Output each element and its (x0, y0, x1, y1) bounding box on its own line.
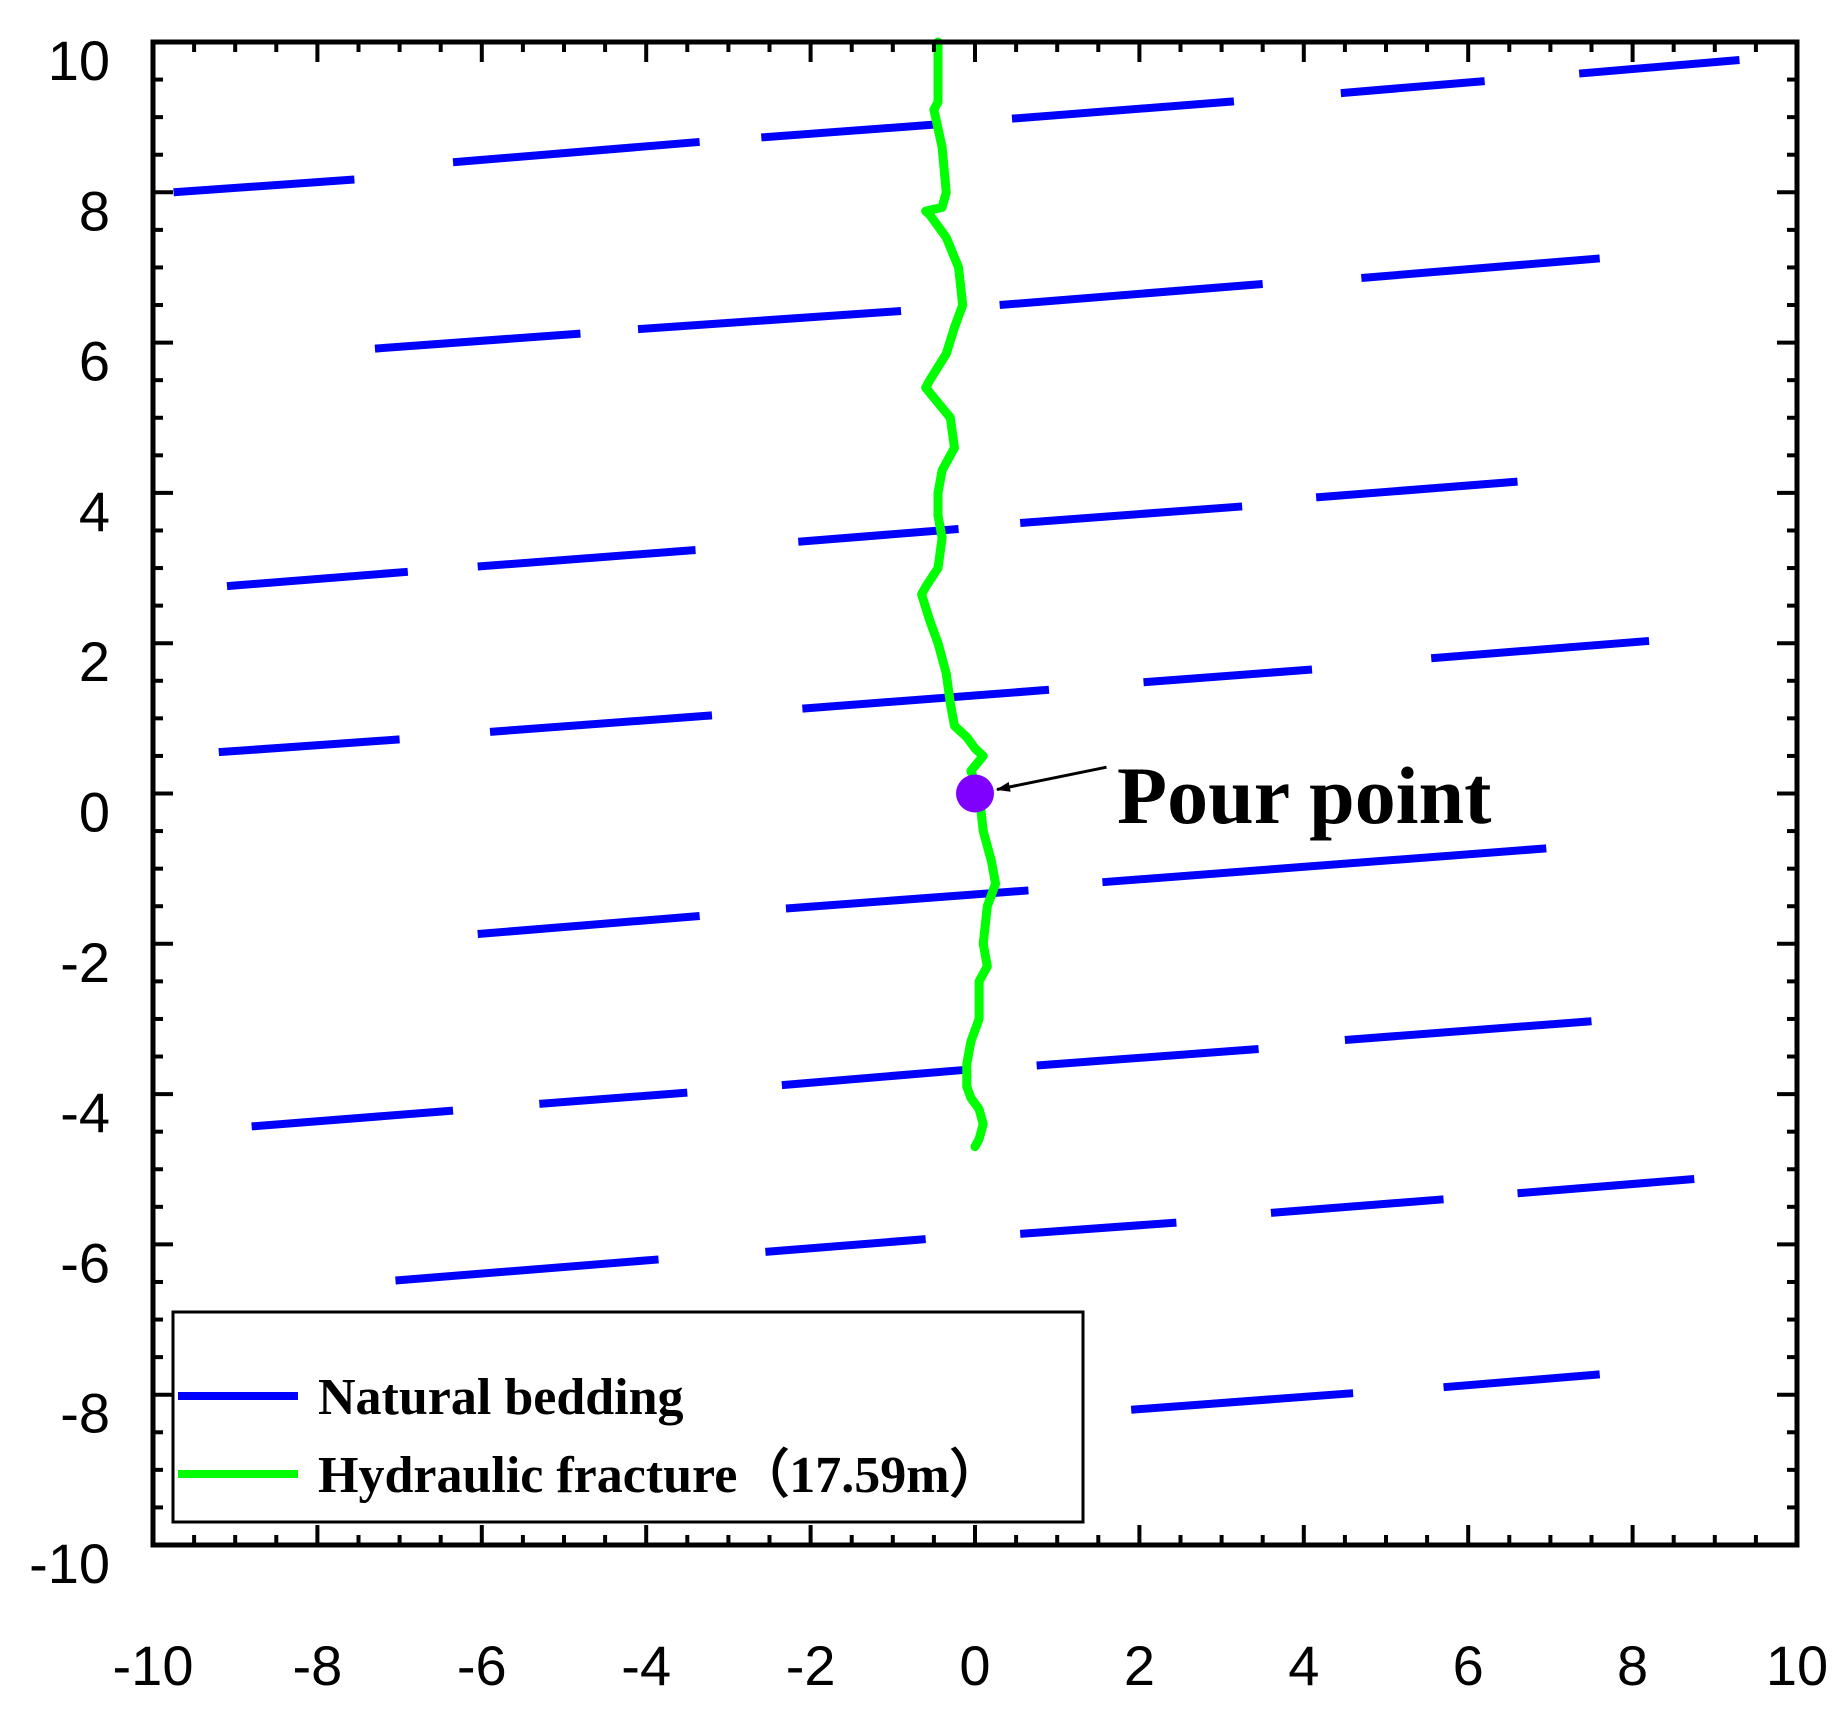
bedding-segment (452, 137, 700, 167)
bedding-segment (477, 912, 700, 939)
x-tick-label: 6 (1453, 1634, 1484, 1697)
bedding-segment (1517, 1175, 1695, 1198)
bedding-segment (539, 1088, 688, 1108)
y-tick-label: 2 (79, 630, 110, 693)
bedding-segment (218, 735, 400, 757)
y-tick-label: -4 (60, 1081, 110, 1144)
bedding-segment (1578, 56, 1740, 78)
x-tick-label: -8 (293, 1634, 343, 1697)
y-tick-label: 8 (79, 179, 110, 242)
bedding-segment (1130, 1389, 1354, 1414)
bedding-segment (802, 685, 1050, 713)
bedding-segment (1361, 254, 1601, 282)
x-tick-label: -6 (457, 1634, 507, 1697)
axes: -10 -8 -6 -4 -2 0 2 4 6 8 10 -10 -8 -6 -4 -2 0 2 4 6 8 10 (29, 29, 1828, 1697)
x-tick-label: 8 (1617, 1634, 1648, 1697)
bedding-segment (637, 307, 902, 334)
x-tick-label: -2 (786, 1634, 836, 1697)
natural-bedding-series (173, 56, 1740, 1414)
bedding-segment (489, 711, 713, 736)
pour-point-marker (956, 774, 994, 813)
bedding-segment (760, 120, 935, 142)
fracture-line (917, 37, 1001, 1152)
legend-label: Natural bedding (318, 1369, 684, 1426)
bedding-segment (374, 329, 581, 353)
x-tick-label: -10 (113, 1634, 194, 1697)
pour-point-arrow (996, 765, 1107, 792)
bedding-segment (1430, 636, 1650, 663)
annotation-layer: Pour point (956, 750, 1491, 841)
bedding-segment (477, 546, 696, 571)
x-tick-label: 2 (1124, 1634, 1155, 1697)
bedding-segment (1143, 665, 1313, 687)
x-tick-label: 0 (959, 1634, 990, 1697)
y-tick-label: -10 (29, 1532, 110, 1595)
hydraulic-fracture-series (917, 37, 1001, 1152)
x-tick-label: 10 (1766, 1634, 1828, 1697)
y-tick-label: 0 (79, 781, 110, 844)
legend-box (171, 1310, 1085, 1524)
bedding-segment (1270, 1195, 1444, 1217)
bedding-segment (1019, 502, 1243, 527)
x-tick-label: 4 (1288, 1634, 1319, 1697)
bedding-segment (1315, 477, 1518, 502)
bedding-segment (395, 1255, 659, 1285)
bedding-segment (1036, 1045, 1259, 1070)
x-tick-label: -4 (621, 1634, 671, 1697)
bedding-segment (1102, 844, 1547, 887)
y-tick-label: 10 (48, 29, 110, 92)
bedding-segment (173, 175, 355, 197)
bedding-segment (1344, 1017, 1592, 1044)
y-tick-label: -8 (60, 1382, 110, 1445)
legend: Natural bedding Hydraulic fracture（17.59m… (171, 1310, 1085, 1524)
bedding-segment (226, 567, 409, 591)
pour-point-label: Pour point (1117, 750, 1491, 841)
bedding-segment (1443, 1370, 1601, 1392)
bedding-segment (251, 1106, 454, 1131)
bedding-segment (765, 1235, 926, 1256)
y-tick-label: -6 (60, 1231, 110, 1294)
y-tick-label: 6 (79, 330, 110, 393)
bedding-segment (1019, 1218, 1177, 1238)
y-tick-label: 4 (79, 480, 110, 543)
bedding-segment (999, 279, 1264, 310)
bedding-segment (1011, 97, 1235, 123)
bedding-segment (1340, 77, 1485, 98)
legend-label: Hydraulic fracture（17.59m） (318, 1446, 1002, 1504)
y-tick-label: -2 (60, 931, 110, 994)
bedding-segment (781, 1066, 964, 1090)
bedding-segment (797, 524, 959, 546)
